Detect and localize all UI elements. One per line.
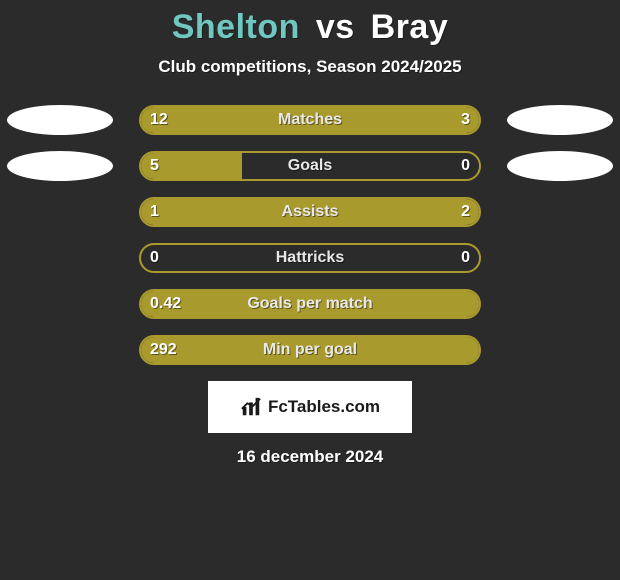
stat-bar-track: Hattricks: [139, 243, 481, 273]
stat-bar-right: [253, 199, 479, 225]
stat-row: Matches123: [0, 105, 620, 135]
chart-icon: [240, 396, 262, 418]
stat-rows: Matches123 Goals50 Assists12 Hattricks00 Goa…: [0, 105, 620, 365]
stat-label: Hattricks: [141, 245, 479, 271]
stat-row: Min per goal292: [0, 335, 620, 365]
date-label: 16 december 2024: [0, 447, 620, 467]
stat-bar-right: [405, 107, 479, 133]
player1-badge: [7, 151, 113, 181]
stat-row: Hattricks00: [0, 243, 620, 273]
stat-bar-left: [141, 291, 479, 317]
stats-comparison-card: Shelton vs Bray Club competitions, Seaso…: [0, 0, 620, 580]
player1-badge: [7, 105, 113, 135]
player2-badge: [507, 105, 613, 135]
player2-badge: [507, 151, 613, 181]
stat-row: Goals50: [0, 151, 620, 181]
stat-bar-track: Goals: [139, 151, 481, 181]
page-title: Shelton vs Bray: [0, 0, 620, 47]
stat-bar-left: [141, 199, 253, 225]
stat-bar-left: [141, 337, 479, 363]
vs-separator: vs: [316, 8, 355, 46]
attribution-text: FcTables.com: [268, 397, 380, 417]
player2-name: Bray: [371, 8, 449, 46]
stat-bar-track: Goals per match: [139, 289, 481, 319]
stat-bar-track: Min per goal: [139, 335, 481, 365]
player1-name: Shelton: [172, 8, 300, 46]
stat-bar-left: [141, 153, 242, 179]
stat-bar-track: Matches: [139, 105, 481, 135]
attribution-badge: FcTables.com: [208, 381, 412, 433]
subtitle: Club competitions, Season 2024/2025: [0, 57, 620, 77]
stat-bar-track: Assists: [139, 197, 481, 227]
stat-row: Goals per match0.42: [0, 289, 620, 319]
stat-row: Assists12: [0, 197, 620, 227]
stat-bar-left: [141, 107, 405, 133]
